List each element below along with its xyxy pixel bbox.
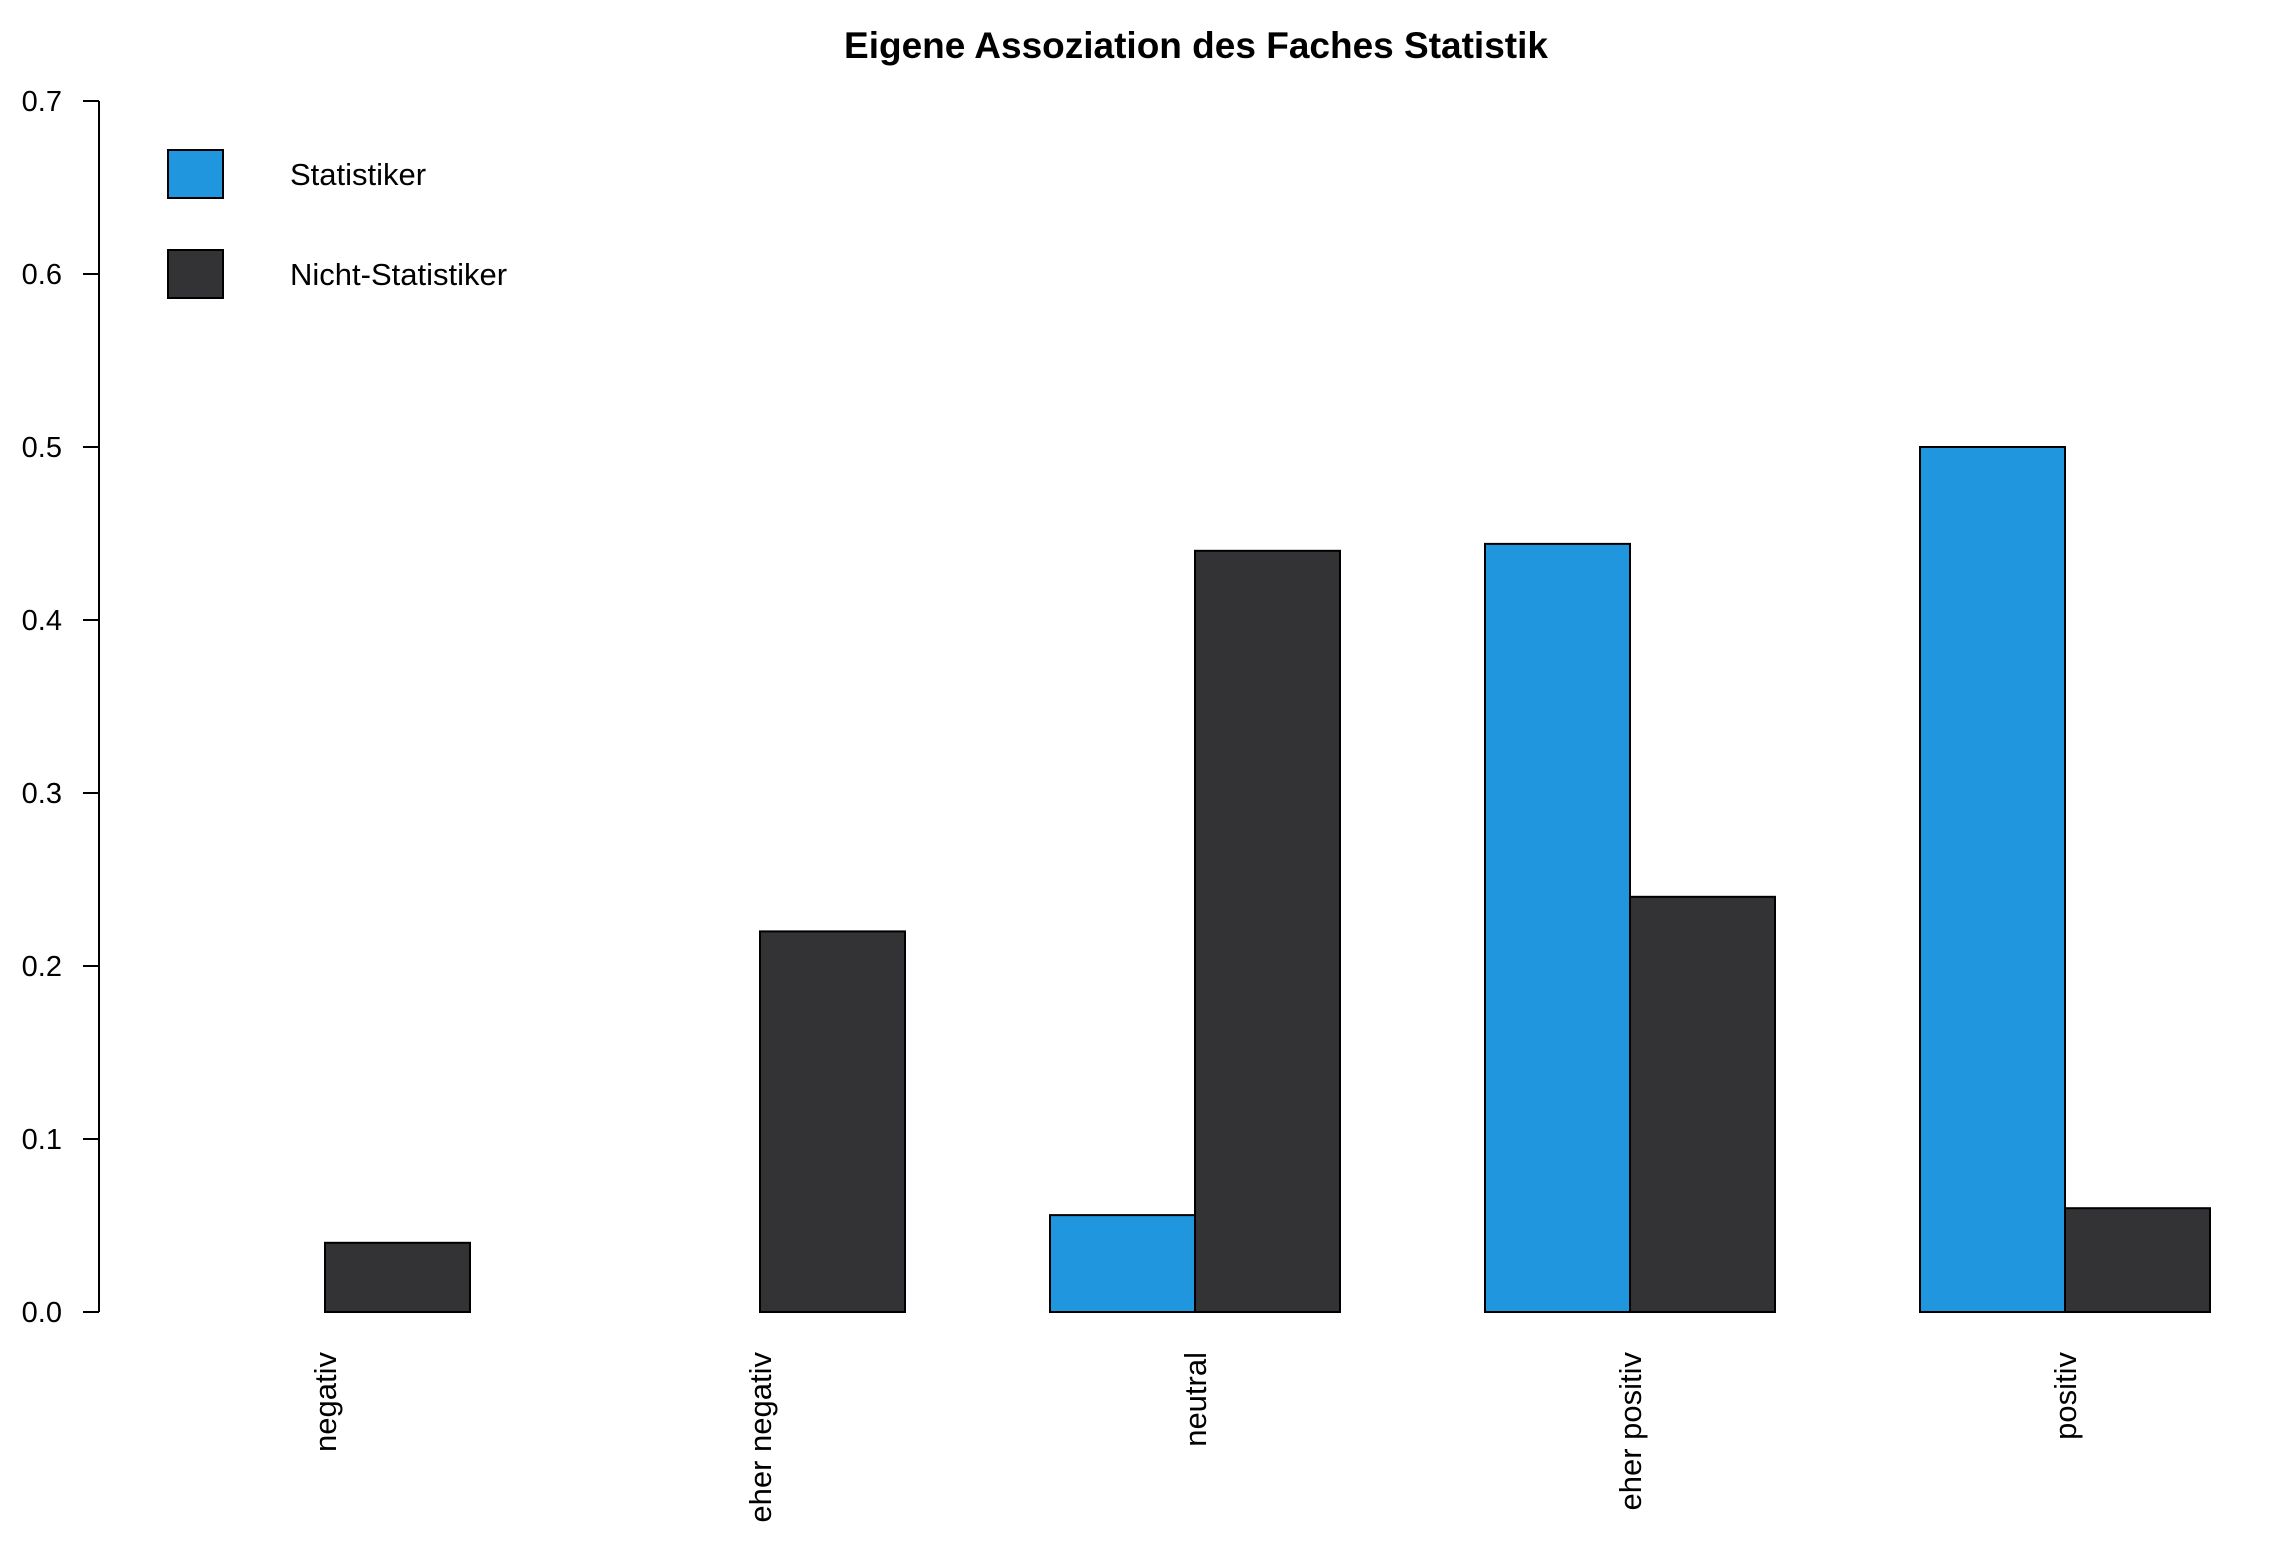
bars — [324, 446, 2211, 1314]
bar-statistiker-3 — [1484, 542, 1631, 1313]
y-tick-label: 0.3 — [22, 778, 62, 810]
x-category-label: positiv — [2048, 1352, 2083, 1440]
y-tick-label: 0.1 — [22, 1124, 62, 1156]
bar-nicht-statistiker-2 — [1194, 549, 1341, 1313]
chart-title: Eigene Assoziation des Faches Statistik — [844, 25, 1548, 66]
x-category-label: eher negativ — [743, 1352, 778, 1523]
y-tick-label: 0.4 — [22, 605, 62, 637]
y-tick-label: 0.5 — [22, 432, 62, 464]
bar-nicht-statistiker-0 — [324, 1241, 471, 1314]
legend-swatch-nicht-statistiker — [167, 249, 224, 299]
bar-statistiker-2 — [1049, 1214, 1196, 1313]
legend-label-nicht-statistiker: Nicht-Statistiker — [290, 257, 507, 292]
bar-nicht-statistiker-1 — [759, 930, 906, 1314]
y-tick-label: 0.6 — [22, 259, 62, 291]
x-category-label: neutral — [1178, 1352, 1213, 1447]
y-axis: 0.0 0.1 0.2 0.3 0.4 0.5 0.6 0.7 — [22, 86, 100, 1329]
legend-swatch-statistiker — [167, 149, 224, 199]
bar-statistiker-4 — [1919, 446, 2066, 1313]
y-tick-label: 0.2 — [22, 951, 62, 983]
y-tick-label: 0.7 — [22, 86, 62, 118]
legend-label-statistiker: Statistiker — [290, 157, 426, 192]
legend: Statistiker Nicht-Statistiker — [167, 149, 507, 299]
category-labels: negativ eher negativ neutral eher positiv po… — [308, 1352, 2083, 1523]
y-tick-label: 0.0 — [22, 1297, 62, 1329]
x-category-label: eher positiv — [1613, 1352, 1648, 1511]
bar-nicht-statistiker-3 — [1629, 895, 1776, 1313]
bar-nicht-statistiker-4 — [2064, 1207, 2211, 1313]
x-category-label: negativ — [308, 1352, 343, 1452]
